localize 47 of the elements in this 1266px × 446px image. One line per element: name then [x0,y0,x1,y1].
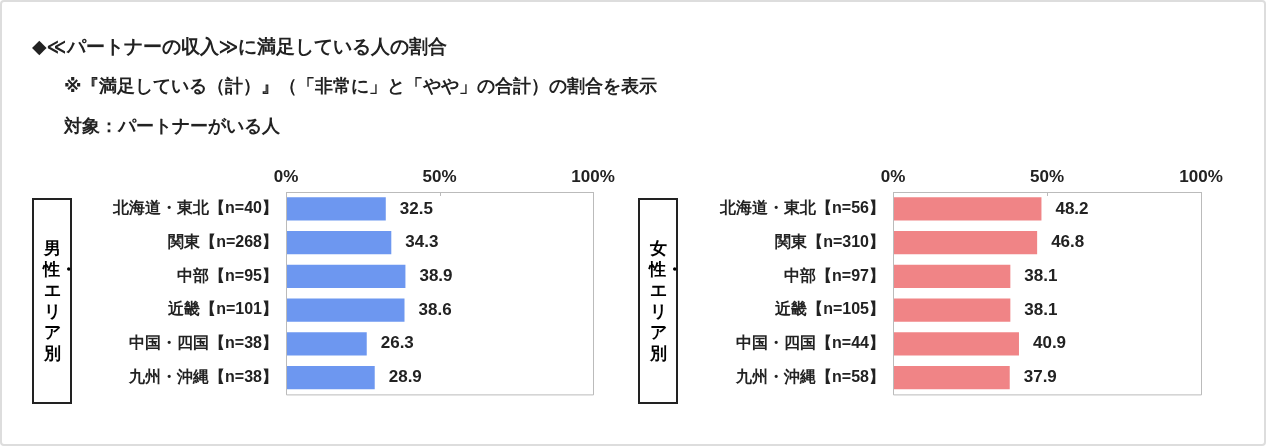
x-tick-label: 0% [880,167,906,187]
y-tick-label: 関東【n=310】 [775,233,885,251]
bar [286,264,406,288]
y-tick-label: 中部【n=95】 [177,266,278,284]
bar [893,230,1038,255]
bar [893,264,1011,288]
bar [286,332,367,356]
y-tick-label: 北海道・東北【n=40】 [112,199,278,217]
x-tick-label: 50% [1029,167,1065,187]
data-label: 38.1 [1024,266,1058,286]
text: 対象：パートナーがいる人 [64,115,280,138]
y-tick-label: 近畿【n=105】 [774,300,885,318]
data-label: 40.9 [1032,333,1067,353]
data-label: 37.9 [1023,367,1057,387]
x-tick-label: 50% [422,167,457,187]
data-label: 38.9 [419,266,453,286]
data-label: 38.1 [1024,299,1058,319]
chart-subtitle: ※『満足している（計）』（「非常に」と「やや」の合計）の割合を表示 [64,75,658,98]
y-tick-label: 中国・四国【n=44】 [736,334,885,352]
y-tick-label: 中国・四国【n=38】 [129,334,278,352]
y-axis-title: 女性・エリア別 [649,238,683,364]
y-axis-title: 男性・エリア別 [43,238,77,364]
bar [893,332,1019,356]
y-tick-label: 九州・沖縄【n=58】 [735,367,885,385]
data-label: 28.9 [388,367,422,387]
x-tick-label: 100% [1179,167,1223,187]
bar [893,365,1010,390]
y-tick-label: 近畿【n=101】 [167,300,278,318]
y-tick-label: 北海道・東北【n=56】 [719,199,885,217]
y-tick-label: 九州・沖縄【n=38】 [128,367,278,385]
bar [893,197,1042,221]
x-tick-label: 100% [571,167,615,187]
chart-title: ◆≪パートナーの収入≫に満足している人の割合 [32,35,448,59]
data-label: 26.3 [380,333,414,353]
y-tick-label: 関東【n=268】 [168,233,278,251]
bar [286,197,386,221]
data-label: 48.2 [1055,198,1089,218]
data-label: 32.5 [399,198,433,218]
bar [893,298,1011,322]
bar [286,365,375,390]
data-label: 46.8 [1051,232,1085,252]
bar [286,298,405,322]
y-tick-label: 中部【n=97】 [784,266,885,284]
data-label: 38.6 [418,299,452,319]
bar [286,230,392,255]
data-label: 34.3 [405,232,439,252]
x-tick-label: 0% [273,167,299,187]
